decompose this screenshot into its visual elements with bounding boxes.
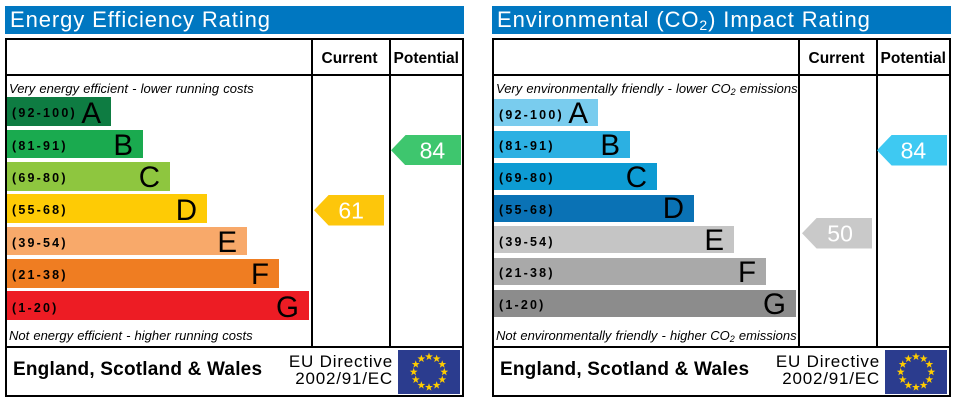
- svg-text:84: 84: [420, 137, 446, 163]
- svg-text:61: 61: [338, 198, 364, 224]
- svg-text:84: 84: [901, 138, 927, 164]
- svg-text:50: 50: [827, 221, 853, 247]
